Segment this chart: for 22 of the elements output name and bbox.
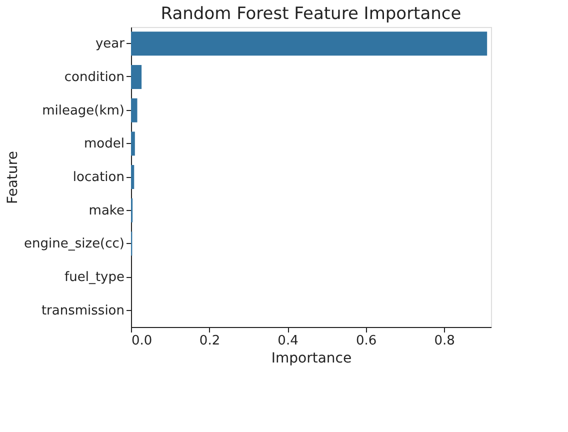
y-tick-label: make — [88, 203, 124, 218]
x-tick-label: 0.6 — [356, 334, 377, 348]
y-tick-label: engine_size(cc) — [24, 236, 124, 252]
chart-title: Random Forest Feature Importance — [160, 4, 462, 24]
bar — [131, 132, 135, 156]
x-tick-label: 0.2 — [199, 334, 220, 348]
x-tick-label: 0.0 — [132, 334, 152, 348]
bar — [131, 32, 488, 56]
bar — [131, 165, 134, 189]
x-tick-label: 0.8 — [434, 334, 455, 348]
y-tick-label: transmission — [41, 303, 124, 318]
y-tick-label: condition — [64, 70, 124, 85]
x-axis-title: Importance — [271, 350, 352, 366]
bar — [131, 65, 142, 89]
y-tick-label: mileage(km) — [42, 103, 124, 118]
y-tick-label: model — [84, 136, 124, 152]
x-tick-label: 0.4 — [278, 334, 298, 348]
y-tick-label: year — [95, 36, 126, 52]
y-tick-label: location — [72, 170, 124, 185]
y-axis-title: Feature — [5, 151, 22, 204]
bar — [131, 98, 138, 122]
y-tick-label: fuel_type — [64, 270, 124, 285]
